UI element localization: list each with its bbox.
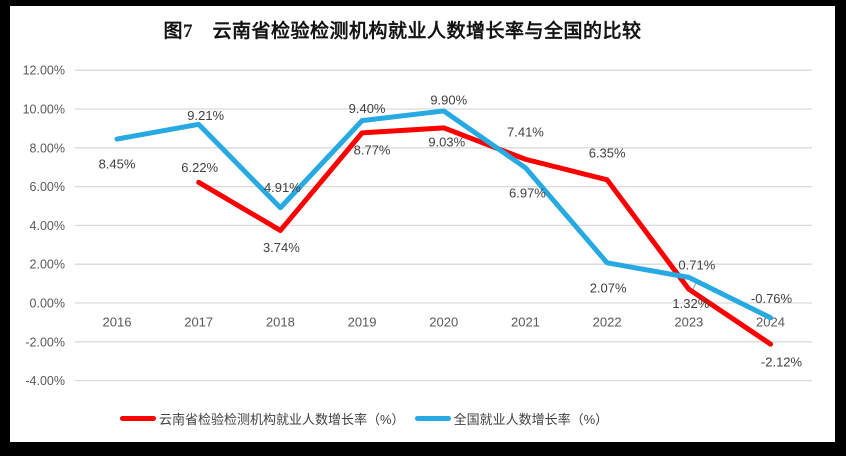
legend-blue-line-icon — [414, 416, 451, 421]
y-tick-label: -2.00% — [25, 335, 65, 349]
data-label-national: 9.90% — [430, 92, 467, 107]
legend: 云南省检验检测机构就业人数增长率（%） 全国就业人数增长率（%） — [120, 409, 608, 428]
data-label-national: 9.40% — [349, 101, 386, 116]
data-label-yunnan: 6.35% — [589, 145, 626, 160]
data-label-yunnan: 9.03% — [428, 134, 465, 149]
data-label-yunnan: 3.74% — [263, 240, 300, 255]
y-tick-label: 4.00% — [30, 219, 65, 233]
plot-area: 12.00% 10.00% 8.00% 6.00% 4.00% 2.00% 0.00% -2.… — [23, 64, 812, 388]
data-label-yunnan: 7.41% — [507, 125, 544, 140]
data-label-national: 1.32% — [672, 296, 709, 311]
legend-item-national: 全国就业人数增长率（%） — [414, 409, 609, 428]
data-label-yunnan: 0.71% — [678, 258, 715, 273]
series-line-yunnan — [196, 125, 774, 347]
data-label-national: 8.45% — [99, 157, 136, 172]
data-label-national: -0.76% — [751, 291, 793, 306]
data-label-yunnan: 8.77% — [354, 142, 391, 157]
y-tick-label: 0.00% — [30, 297, 65, 311]
data-label-national: 9.21% — [187, 108, 224, 123]
data-label-national: 2.07% — [590, 280, 627, 295]
x-tick-label: 2021 — [511, 315, 540, 330]
y-tick-label: 8.00% — [30, 141, 65, 155]
x-tick-label: 2016 — [103, 315, 132, 330]
x-tick-label: 2019 — [348, 315, 377, 330]
legend-red-line-icon — [120, 416, 156, 421]
data-label-national: 4.91% — [264, 180, 301, 195]
chart-title: 图7 云南省检验检测机构就业人数增长率与全国的比较 — [163, 21, 642, 42]
x-tick-label: 2020 — [429, 315, 458, 330]
y-tick-label: 10.00% — [23, 103, 65, 117]
data-label-yunnan: -2.12% — [761, 355, 803, 370]
y-tick-label: 6.00% — [30, 180, 65, 194]
data-label-yunnan: 6.22% — [181, 160, 218, 175]
y-tick-label: 12.00% — [23, 64, 65, 78]
x-tick-label: 2018 — [266, 315, 295, 330]
chart-surface: 图7 云南省检验检测机构就业人数增长率与全国的比较 12.00% 10.00% 8.… — [10, 6, 835, 442]
x-tick-label: 2023 — [674, 315, 703, 330]
legend-label-yunnan: 云南省检验检测机构就业人数增长率（%） — [159, 412, 405, 427]
x-tick-label: 2022 — [593, 315, 622, 330]
data-label-national: 6.97% — [509, 185, 546, 200]
y-tick-label: -4.00% — [25, 374, 65, 388]
y-tick-label: 2.00% — [30, 258, 65, 272]
legend-item-yunnan: 云南省检验检测机构就业人数增长率（%） — [120, 409, 405, 428]
legend-label-national: 全国就业人数增长率（%） — [453, 412, 609, 427]
x-tick-label: 2024 — [756, 315, 785, 330]
x-tick-label: 2017 — [184, 315, 213, 330]
series-line-national — [114, 108, 774, 321]
